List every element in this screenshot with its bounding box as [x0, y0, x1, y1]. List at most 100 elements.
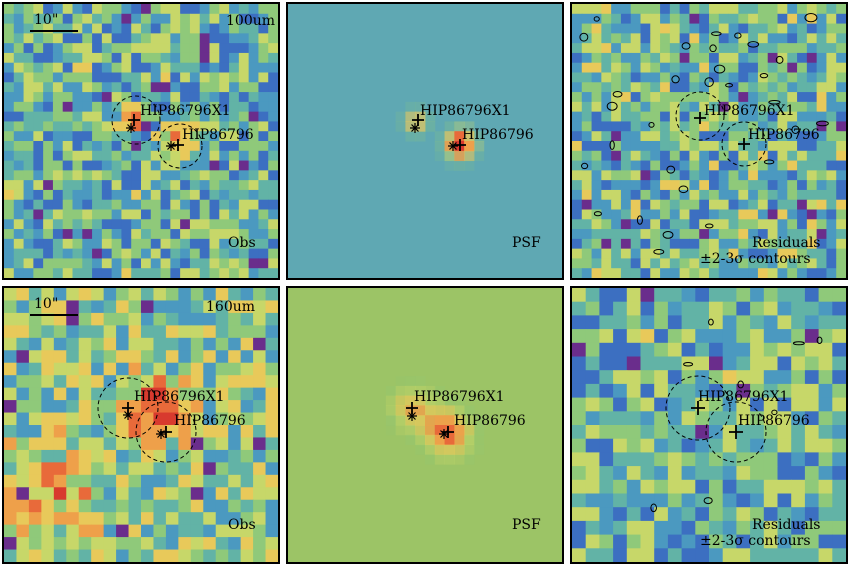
panel-label-contours: ±2-3σ contours: [700, 251, 811, 267]
residual-contour: [683, 362, 694, 367]
source-star-marker: [166, 141, 176, 151]
source-label-x1: HIP86796X1: [698, 389, 789, 405]
source-label-main: HIP86796: [174, 413, 246, 429]
residual-contour: [671, 75, 680, 84]
panel-label: Residuals: [752, 517, 821, 533]
residual-contour: [636, 215, 643, 225]
residual-contour: [705, 223, 714, 229]
residual-contour: [734, 32, 742, 39]
residual-contour: [650, 503, 657, 513]
residual-contour: [816, 336, 823, 345]
psf-160um-panel: HIP86796X1 HIP86796 PSF: [286, 286, 564, 564]
scale-bar: [30, 314, 78, 316]
source-star-marker: [407, 411, 417, 421]
panel-label: Obs: [228, 235, 256, 251]
residual-contour: [815, 120, 829, 127]
source-cross-marker: [738, 138, 750, 150]
obs-100um-image: [4, 4, 278, 278]
residual-contour: [759, 73, 769, 79]
residual-contour: [580, 162, 589, 170]
obs-100um-panel: 10" 100um HIP86796X1 HIP86796 Obs: [2, 2, 280, 280]
residuals-160um-panel: HIP86796X1 HIP86796 Residuals ±2-3σ cont…: [570, 286, 848, 564]
aperture-circle: [665, 375, 731, 441]
band-label: 100um: [226, 13, 276, 29]
residual-contour: [768, 99, 781, 105]
residuals-100um-image: [572, 4, 846, 278]
source-cross-marker: [172, 139, 184, 151]
source-label-x1: HIP86796X1: [704, 103, 795, 119]
residual-contour: [703, 497, 713, 505]
source-star-marker: [126, 123, 136, 133]
source-cross-marker: [128, 114, 140, 126]
residual-contour: [593, 16, 600, 22]
source-cross-marker: [691, 401, 705, 415]
aperture-circle: [157, 123, 203, 169]
residuals-160um-image: [572, 288, 846, 562]
source-label-main: HIP86796: [454, 413, 526, 429]
obs-160um-panel: 10" 160um HIP86796X1 HIP86796 Obs: [2, 286, 280, 564]
aperture-circle: [111, 95, 161, 145]
psf-100um-panel: HIP86796X1 HIP86796 PSF: [286, 2, 564, 280]
source-star-marker: [156, 429, 166, 439]
scale-label: 10": [34, 296, 59, 312]
residual-contour: [804, 12, 818, 23]
residual-contour: [771, 409, 778, 416]
residual-contour: [666, 165, 676, 174]
source-star-marker: [439, 429, 449, 439]
residual-contour: [579, 32, 589, 42]
residual-contour: [606, 101, 618, 111]
residual-contour: [662, 230, 674, 239]
residual-contour: [725, 83, 734, 88]
obs-160um-image: [4, 288, 278, 562]
aperture-circle: [135, 401, 197, 463]
aperture-circle: [705, 401, 767, 463]
residual-contour: [792, 341, 805, 346]
residuals-100um-panel: HIP86796X1 HIP86796 Residuals ±2-3σ cont…: [570, 2, 848, 280]
source-label-main: HIP86796: [182, 127, 254, 143]
residual-contour: [678, 185, 689, 194]
residual-contour: [775, 55, 784, 64]
source-cross-marker: [160, 426, 172, 438]
source-star-marker: [448, 141, 458, 151]
source-label-main: HIP86796: [738, 413, 810, 429]
panel-label: PSF: [512, 235, 541, 251]
scale-bar: [30, 30, 78, 32]
source-label-main: HIP86796: [748, 127, 820, 143]
residual-contour: [609, 140, 615, 150]
residual-contour: [737, 380, 744, 389]
band-label: 160um: [206, 299, 256, 315]
residual-contour: [653, 249, 665, 255]
source-label-x1: HIP86796X1: [140, 103, 231, 119]
source-cross-marker: [694, 112, 706, 124]
aperture-circle: [97, 377, 159, 439]
residual-contour: [747, 41, 760, 48]
residual-contour: [713, 64, 726, 74]
source-cross-marker: [729, 425, 743, 439]
residual-contour: [711, 31, 722, 36]
source-cross-marker: [454, 139, 466, 151]
source-cross-marker: [412, 114, 424, 126]
residual-contour: [704, 77, 714, 87]
psf-160um-image: [288, 288, 562, 562]
residual-contour: [612, 91, 623, 98]
source-star-marker: [123, 410, 133, 420]
residual-contour: [708, 318, 714, 326]
residual-contour: [709, 44, 717, 53]
scale-label: 10": [34, 12, 59, 28]
source-label-x1: HIP86796X1: [420, 103, 511, 119]
panel-label-contours: ±2-3σ contours: [700, 533, 811, 549]
panel-label: Obs: [228, 517, 256, 533]
aperture-circle: [721, 121, 767, 167]
psf-100um-image: [288, 4, 562, 278]
residual-contour: [681, 42, 691, 50]
source-star-marker: [410, 123, 420, 133]
source-label-main: HIP86796: [462, 127, 534, 143]
panel-label: Residuals: [752, 235, 821, 251]
residual-contour: [763, 159, 775, 165]
residual-contour: [791, 125, 800, 134]
aperture-circle: [675, 91, 725, 141]
residual-contour: [648, 121, 655, 128]
source-label-x1: HIP86796X1: [134, 389, 225, 405]
residual-contour: [593, 211, 602, 217]
source-label-x1: HIP86796X1: [414, 389, 505, 405]
